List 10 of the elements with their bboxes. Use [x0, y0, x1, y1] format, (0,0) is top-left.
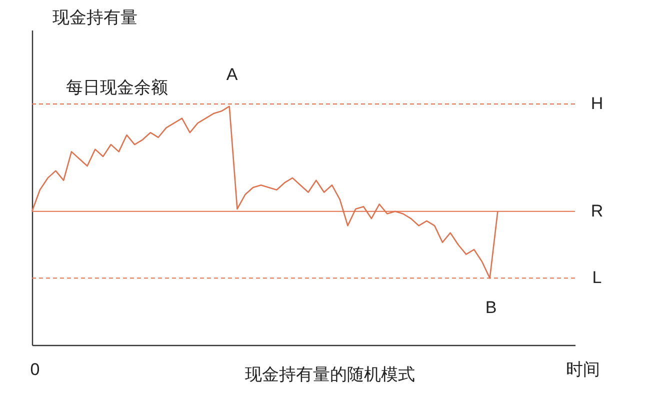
text: 每日现金余额 [66, 78, 168, 97]
y-axis-title: 现金持有量 [52, 8, 138, 27]
annotation: B [485, 298, 497, 317]
ref-line-label: L [592, 268, 602, 288]
text: 0 [30, 360, 40, 379]
x-axis-title: 时间 [566, 360, 600, 379]
ref-line-label: R [590, 201, 604, 220]
ref-line-label: H [590, 94, 604, 113]
text: A [226, 65, 238, 84]
text: 现金持有量的随机模式 [245, 365, 415, 384]
